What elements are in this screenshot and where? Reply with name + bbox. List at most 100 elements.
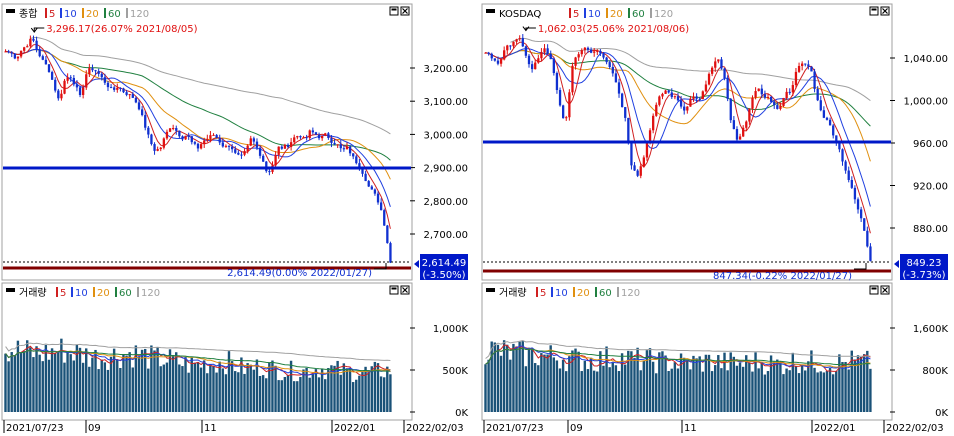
kospi-volume-bar — [78, 347, 82, 412]
kosdaq-volume-bar — [757, 368, 760, 412]
kospi-y-tick-label: 2,900.00 — [423, 164, 468, 175]
kosdaq-candle — [714, 61, 717, 68]
legend-swatch-ma20 — [606, 8, 608, 18]
kospi-candle — [296, 136, 299, 138]
kosdaq-candle — [534, 62, 537, 70]
kospi-volume-bar — [330, 365, 333, 412]
kospi-volume-bar — [283, 377, 287, 412]
kosdaq-volume-bar — [828, 368, 832, 412]
kospi-candle — [212, 134, 215, 136]
kosdaq-candle — [617, 82, 621, 94]
kospi-volume-legend-menu-icon[interactable] — [6, 288, 15, 292]
kosdaq-volume-bar — [506, 344, 509, 412]
kosdaq-candle — [810, 66, 813, 72]
kosdaq-candle — [760, 88, 763, 95]
kospi-candle — [159, 147, 162, 150]
kosdaq-candle — [670, 92, 673, 98]
legend-label-ma60: 60 — [108, 9, 121, 20]
kospi-candle — [389, 243, 392, 263]
kosdaq-candle — [742, 127, 745, 137]
kosdaq-candle — [624, 107, 627, 118]
kosdaq-volume-bar — [735, 365, 739, 412]
kospi-volume-bar — [218, 361, 221, 412]
legend-swatch-ma5 — [569, 8, 571, 18]
kosdaq-candle — [832, 125, 835, 136]
kosdaq-volume-bar — [713, 365, 717, 412]
window-max-icon[interactable] — [389, 6, 399, 16]
kosdaq-candle — [562, 105, 565, 119]
kosdaq-candle — [863, 218, 866, 231]
kospi-volume-bar — [308, 377, 311, 412]
legend-label-ma120: 120 — [654, 9, 673, 20]
kospi-candle — [23, 47, 26, 51]
kosdaq-candle — [717, 59, 720, 62]
kosdaq-candle — [766, 96, 770, 98]
kosdaq-candle — [620, 93, 624, 108]
kospi-candle — [227, 145, 231, 147]
kospi-volume-bar — [265, 378, 268, 412]
kosdaq-volume-bar — [633, 358, 636, 412]
kosdaq-candle — [732, 120, 736, 130]
kospi-volume-bar — [271, 360, 274, 412]
kospi-legend-menu-icon[interactable] — [6, 9, 15, 13]
kosdaq-candle — [785, 91, 788, 98]
kosdaq-legend-menu-icon[interactable] — [486, 9, 495, 13]
kospi-candle — [379, 202, 383, 211]
kospi-candle — [230, 146, 234, 150]
kospi-volume-bar — [128, 352, 131, 412]
window-close-x-icon — [882, 287, 888, 293]
kospi-volume-bar — [85, 348, 88, 412]
kospi-volume-tick-label: 500K — [442, 366, 468, 377]
kosdaq-volume-bar — [611, 362, 614, 412]
kosdaq-volume-bar — [543, 354, 546, 412]
kosdaq-volume-bar — [540, 353, 543, 412]
kosdaq-volume-bar — [599, 351, 602, 412]
kosdaq-volume-legend-menu-icon[interactable] — [486, 288, 495, 292]
kosdaq-candle — [822, 110, 826, 118]
legend-label-ma120: 120 — [621, 288, 640, 299]
kosdaq-volume-bar — [710, 371, 714, 412]
kosdaq-candle — [828, 119, 832, 126]
kosdaq-volume-bar — [648, 348, 652, 412]
kosdaq-volume-bar — [568, 356, 571, 412]
window-max-icon[interactable] — [389, 285, 399, 295]
kospi-volume-bar — [26, 340, 29, 412]
kospi-candle — [91, 68, 94, 71]
kosdaq-candle — [658, 96, 661, 105]
kospi-volume-bar — [348, 367, 352, 412]
kosdaq-volume-bar — [769, 355, 773, 412]
kosdaq-volume-ma10-line — [485, 345, 871, 370]
kosdaq-candle — [565, 117, 568, 119]
kosdaq-y-tick-label: 1,000.00 — [903, 97, 948, 108]
kospi-low-annotation: 2,614.49(0.00% 2022/01/27) — [227, 268, 372, 279]
kospi-y-tick-label: 2,800.00 — [423, 197, 468, 208]
kospi-volume-bar — [305, 367, 308, 412]
window-max-icon[interactable] — [869, 6, 879, 16]
kosdaq-candle — [652, 115, 655, 131]
kospi-candle — [109, 87, 113, 89]
kosdaq-volume-bar — [816, 372, 819, 412]
kosdaq-volume-bar — [720, 368, 723, 412]
kospi-volume-bar — [280, 380, 283, 412]
kosdaq-candle — [729, 98, 732, 121]
kosdaq-candle — [825, 117, 829, 120]
kosdaq-y-tick-label: 920.00 — [913, 182, 948, 193]
kospi-volume-bar — [100, 359, 103, 412]
kosdaq-low-leader — [854, 263, 867, 270]
kosdaq-volume-bar — [592, 370, 596, 412]
legend-swatch-ma5 — [56, 287, 58, 297]
kosdaq-volume-bar — [623, 364, 627, 412]
kosdaq-volume-bar — [807, 361, 810, 412]
kospi-volume-bar — [178, 364, 181, 412]
kospi-volume-bar — [246, 363, 249, 412]
kospi-candle — [75, 84, 79, 88]
kosdaq-volume-bar — [695, 358, 698, 412]
window-max-icon[interactable] — [869, 285, 879, 295]
kospi-candle — [60, 93, 63, 99]
kospi-volume-bar — [336, 360, 339, 412]
kospi-candle — [97, 71, 100, 74]
kosdaq-volume-bar — [813, 367, 816, 412]
kosdaq-candle — [608, 62, 611, 68]
kospi-candle — [234, 149, 237, 153]
kospi-ma60-line — [5, 49, 391, 161]
